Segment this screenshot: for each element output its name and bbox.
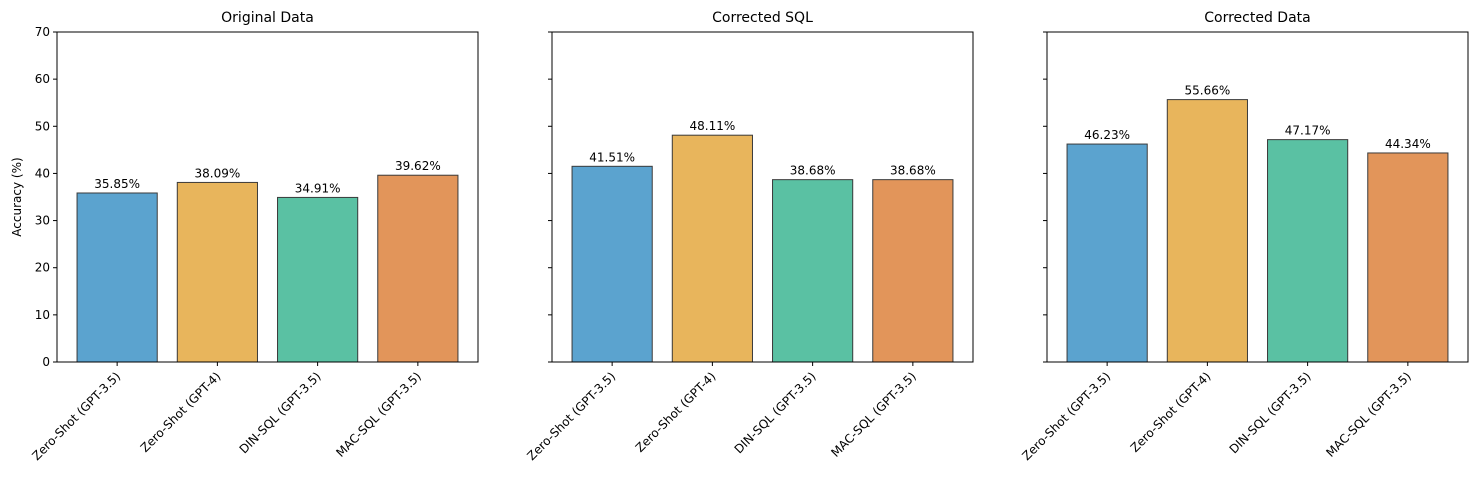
bar: [1367, 152, 1449, 363]
y-tick-label: 60: [35, 72, 50, 86]
x-tick-label: MAC-SQL (GPT-3.5): [1323, 369, 1414, 460]
data-label: 34.91%: [295, 181, 341, 195]
bar: [176, 181, 258, 363]
y-tick-label: 70: [35, 25, 50, 39]
panel-title: Corrected SQL: [712, 10, 813, 26]
x-tick-label: Zero-Shot (GPT-3.5): [524, 369, 618, 463]
data-label: 48.11%: [689, 119, 735, 133]
panel-title: Original Data: [221, 10, 314, 26]
bar: [772, 179, 854, 363]
bar: [277, 196, 359, 363]
plot-frame: [56, 31, 479, 363]
data-label: 41.51%: [589, 150, 635, 164]
bar: [671, 134, 753, 363]
data-label: 46.23%: [1084, 128, 1130, 142]
data-label: 55.66%: [1184, 84, 1230, 98]
panel-title: Corrected Data: [1204, 10, 1310, 26]
bar: [76, 192, 158, 363]
data-label: 44.34%: [1385, 137, 1431, 151]
data-label: 38.68%: [790, 164, 836, 178]
x-tick-label: Zero-Shot (GPT-4): [633, 369, 719, 455]
data-label: 38.68%: [890, 164, 936, 178]
x-tick-label: Zero-Shot (GPT-4): [1128, 369, 1214, 455]
bar: [1267, 139, 1349, 363]
x-tick-label: MAC-SQL (GPT-3.5): [333, 369, 424, 460]
y-tick-label: 30: [35, 214, 50, 228]
data-label: 39.62%: [395, 159, 441, 173]
data-label: 35.85%: [94, 177, 140, 191]
data-label: 38.09%: [194, 166, 240, 180]
y-tick-label: 50: [35, 119, 50, 133]
plot-frame: [1046, 31, 1469, 363]
x-tick-label: DIN-SQL (GPT-3.5): [237, 369, 324, 456]
x-tick-label: Zero-Shot (GPT-4): [138, 369, 224, 455]
bar: [377, 174, 459, 363]
bar: [571, 165, 653, 363]
y-tick-label: 20: [35, 261, 50, 275]
bar: [1066, 143, 1148, 363]
y-axis-label: Accuracy (%): [10, 157, 24, 236]
chart-panel-2: Corrected SQL 41.51% 48.11% 38.68% 38.68% Zer…: [524, 10, 974, 463]
x-tick-label: DIN-SQL (GPT-3.5): [732, 369, 819, 456]
x-tick-label: MAC-SQL (GPT-3.5): [828, 369, 919, 460]
x-tick-label: Zero-Shot (GPT-3.5): [1019, 369, 1113, 463]
bar: [1166, 99, 1248, 363]
x-tick-label: Zero-Shot (GPT-3.5): [29, 369, 123, 463]
y-tick-label: 0: [42, 355, 50, 369]
chart-panel-3: Corrected Data 46.23% 55.66% 47.17% 44.34% Ze…: [1019, 10, 1469, 463]
y-tick-label: 40: [35, 166, 50, 180]
x-tick-label: DIN-SQL (GPT-3.5): [1227, 369, 1314, 456]
data-label: 47.17%: [1285, 124, 1331, 138]
chart-panel-1: Original Data 35.85% 38.09% 34.91% 39.62% 0 10…: [29, 10, 479, 463]
plot-frame: [551, 31, 974, 363]
y-tick-label: 10: [35, 308, 50, 322]
bar: [872, 179, 954, 363]
